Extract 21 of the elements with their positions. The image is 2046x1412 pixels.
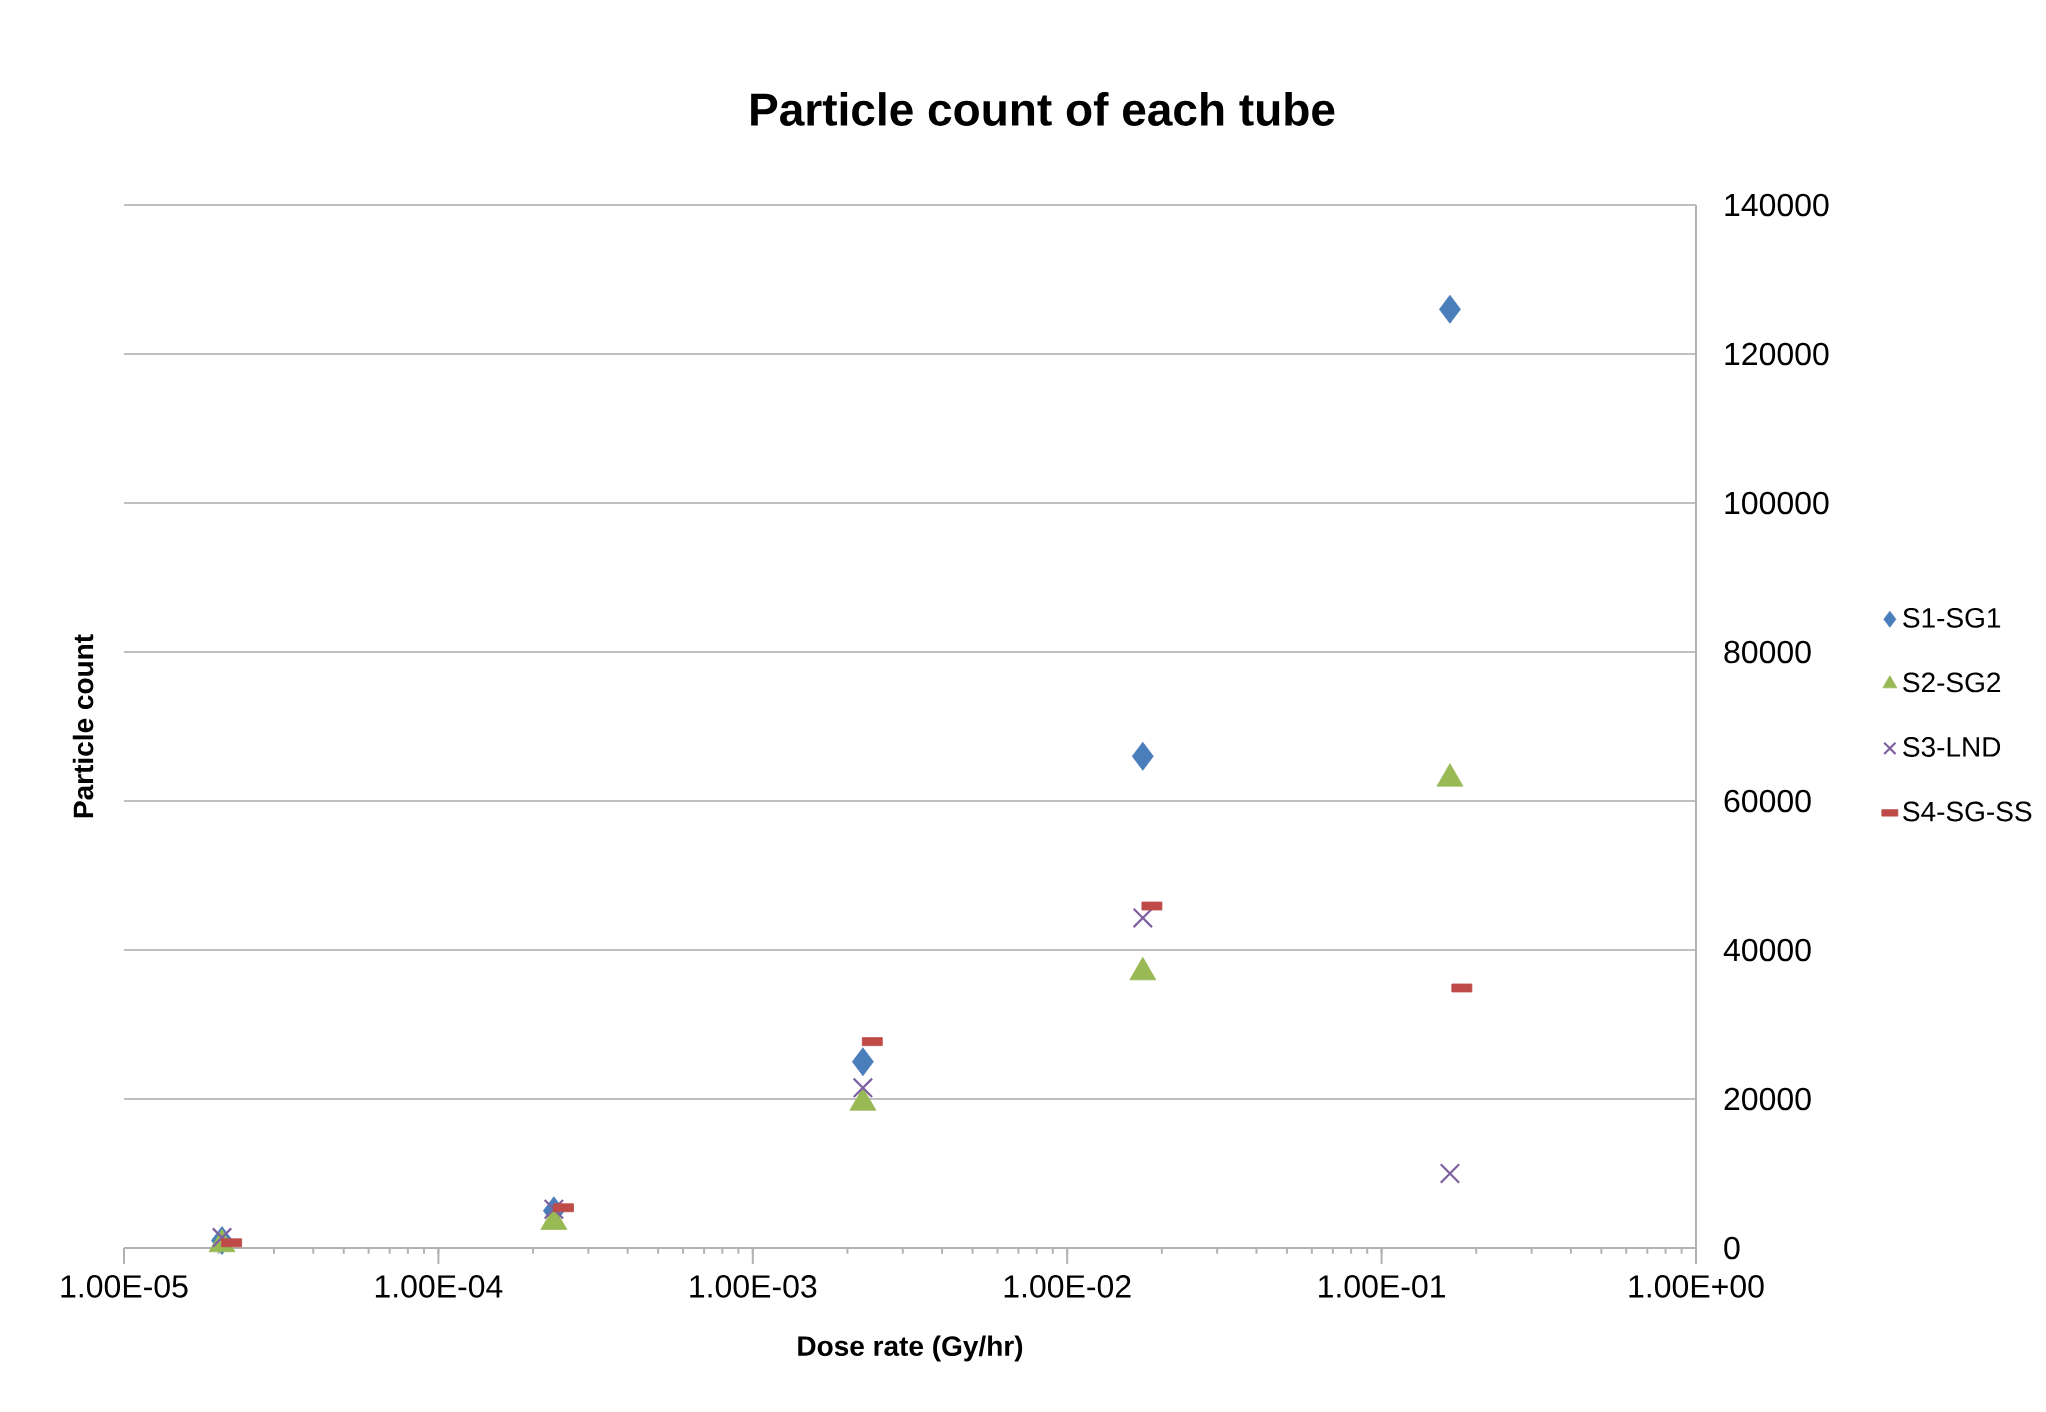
x-axis-title: Dose rate (Gy/hr) [798,1335,1023,1362]
legend-label: S1-SG1 [1903,607,2001,628]
y-tick-label: 20000 [1724,1087,1811,1111]
legend-label: S3-LND [1903,737,2001,757]
x-tick-label: 1.00E+00 [1629,1275,1764,1298]
y-tick-label: 140000 [1725,193,1829,217]
x-tick-label: 1.00E-01 [1319,1275,1445,1298]
y-tick-label: 120000 [1725,342,1829,366]
x-tick-label: 1.00E-04 [375,1275,503,1298]
legend-label: S2-SG2 [1903,672,2001,693]
x-tick-label: 1.00E-03 [690,1275,817,1298]
x-tick-label: 1.00E-02 [1004,1275,1131,1298]
y-tick-label: 100000 [1725,491,1829,515]
y-axis-title: Particle count [72,634,94,818]
legend-label: S4-SG-SS [1903,801,2032,822]
y-tick-label: 80000 [1724,640,1811,664]
x-tick-label: 1.00E-05 [61,1275,188,1298]
y-tick-label: 60000 [1724,789,1811,813]
y-tick-label: 40000 [1723,938,1811,962]
y-tick-label: 0 [1724,1236,1740,1260]
chart-title: Particle count of each tube [751,92,1335,126]
